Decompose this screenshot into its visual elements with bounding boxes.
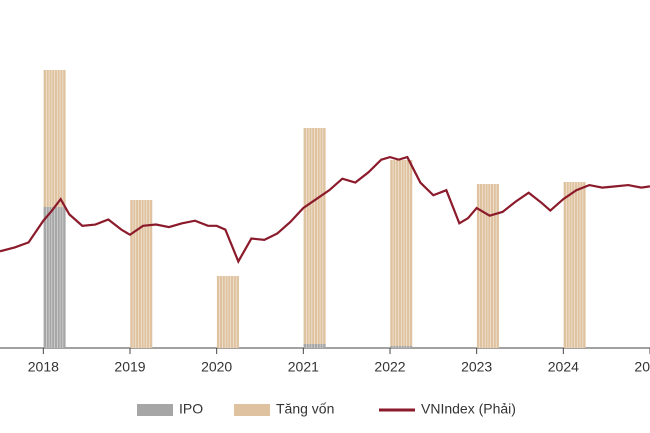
legend-label: Tăng vốn bbox=[276, 401, 334, 417]
x-tick-label: 2022 bbox=[374, 359, 405, 375]
x-tick-label: 2024 bbox=[548, 359, 579, 375]
x-tick-label: 2018 bbox=[28, 359, 59, 375]
legend-swatch bbox=[234, 404, 270, 416]
line-series bbox=[0, 155, 650, 264]
x-tick-label: 2019 bbox=[114, 359, 145, 375]
x-tick-label: 2023 bbox=[461, 359, 492, 375]
legend-label: IPO bbox=[179, 401, 203, 417]
x-tick-label: 2020 bbox=[201, 359, 232, 375]
legend-swatch bbox=[137, 404, 173, 416]
x-tick-label: 2021 bbox=[288, 359, 319, 375]
x-tick-label: 2025 bbox=[634, 359, 650, 375]
legend-label: VNIndex (Phải) bbox=[421, 401, 516, 417]
